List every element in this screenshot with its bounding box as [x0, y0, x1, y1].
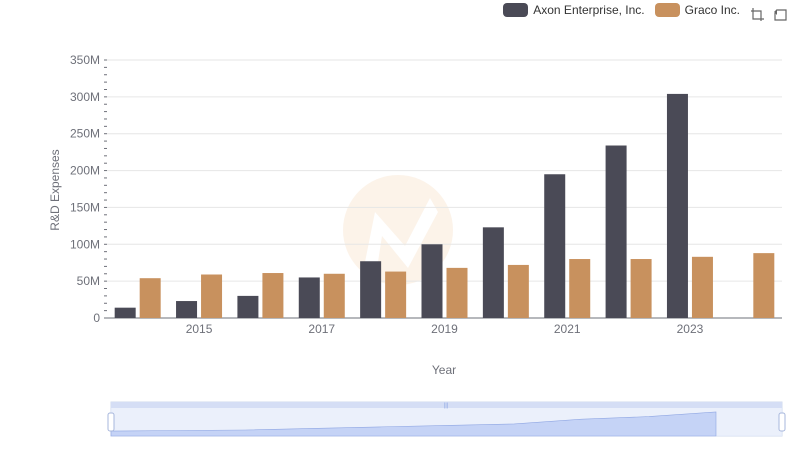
legend-label-axon: Axon Enterprise, Inc.	[533, 3, 645, 17]
x-axis: 2015 2017 2019 2021 2023	[107, 317, 782, 336]
bar-axon[interactable]	[666, 93, 688, 318]
bar-graco[interactable]	[446, 267, 468, 318]
bar-axon[interactable]	[114, 307, 136, 318]
bar-graco[interactable]	[753, 253, 775, 318]
bar-axon[interactable]	[176, 301, 198, 318]
bar-graco[interactable]	[262, 273, 284, 318]
bar-graco[interactable]	[385, 271, 407, 318]
bar-graco[interactable]	[201, 274, 223, 318]
legend-item-axon[interactable]: Axon Enterprise, Inc.	[503, 3, 645, 17]
y-axis-title: R&D Expenses	[48, 149, 62, 230]
legend: Axon Enterprise, Inc. Graco Inc.	[503, 3, 740, 17]
bar-axon[interactable]	[298, 277, 320, 318]
x-tick-label: 2023	[677, 322, 704, 336]
data-zoom-preview-area	[110, 411, 717, 437]
data-zoom-grip-icon[interactable]: |||	[444, 403, 449, 409]
y-tick-label: 100M	[70, 237, 100, 251]
y-tick-label: 50M	[77, 274, 100, 288]
bar-graco[interactable]	[630, 259, 652, 318]
x-tick-label: 2017	[308, 322, 335, 336]
legend-label-graco: Graco Inc.	[684, 3, 740, 17]
data-zoom-slider[interactable]: |||	[107, 401, 786, 437]
zoom-icon[interactable]	[750, 7, 765, 22]
y-tick-label: 350M	[70, 53, 100, 67]
bar-axon[interactable]	[237, 295, 259, 318]
x-tick-label: 2019	[431, 322, 458, 336]
bar-graco[interactable]	[691, 256, 713, 318]
bar-axon[interactable]	[360, 261, 382, 318]
y-axis: 0 50M 100M 150M 200M 250M 300M 350M	[70, 53, 107, 325]
bar-graco[interactable]	[569, 259, 591, 318]
bars	[114, 93, 775, 318]
bar-axon[interactable]	[421, 244, 443, 318]
bar-axon[interactable]	[482, 227, 504, 318]
data-zoom-handle-right[interactable]	[778, 412, 786, 432]
restore-icon[interactable]	[773, 7, 788, 22]
x-tick-label: 2021	[554, 322, 581, 336]
data-zoom-top-bar[interactable]	[111, 402, 782, 408]
bar-graco[interactable]	[139, 278, 161, 318]
x-tick-label: 2015	[186, 322, 213, 336]
toolbox	[750, 7, 788, 22]
x-axis-title: Year	[432, 363, 456, 377]
data-zoom-handle-left[interactable]	[107, 412, 115, 432]
y-tick-label: 250M	[70, 127, 100, 141]
legend-swatch-axon	[503, 3, 529, 17]
bar-axon[interactable]	[544, 174, 566, 318]
legend-swatch-graco	[654, 3, 680, 17]
y-tick-label: 150M	[70, 200, 100, 214]
bar-graco[interactable]	[323, 273, 345, 318]
legend-item-graco[interactable]: Graco Inc.	[654, 3, 740, 17]
bar-axon[interactable]	[605, 145, 627, 318]
y-tick-label: 300M	[70, 90, 100, 104]
bar-graco[interactable]	[507, 264, 529, 318]
y-tick-label: 0	[93, 311, 100, 325]
y-tick-label: 200M	[70, 164, 100, 178]
